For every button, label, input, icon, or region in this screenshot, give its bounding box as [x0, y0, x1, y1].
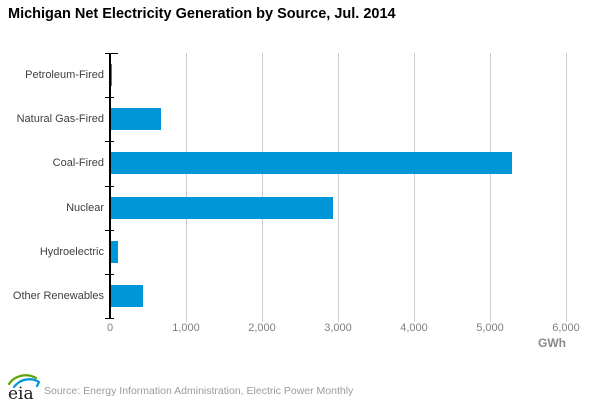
x-tick-label: 3,000	[324, 322, 352, 334]
bar	[111, 108, 161, 130]
footer: eia Source: Energy Information Administr…	[0, 370, 608, 405]
x-tick-label: 0	[106, 322, 114, 334]
x-tick-label: 5,000	[476, 322, 504, 334]
source-text: Source: Energy Information Administratio…	[44, 385, 354, 397]
bar	[111, 197, 333, 219]
x-tick-label: 6,000	[552, 322, 580, 334]
x-tick-label: 2,000	[248, 322, 276, 334]
y-axis-tick	[105, 230, 114, 231]
eia-logo-blue-arc	[12, 378, 41, 389]
eia-logo: eia	[7, 374, 41, 402]
gridline	[186, 53, 187, 322]
bar	[111, 152, 512, 174]
category-label: Petroleum-Fired	[25, 69, 104, 81]
y-axis-line	[109, 53, 111, 318]
x-tick-label: 1,000	[172, 322, 200, 334]
category-label: Other Renewables	[12, 290, 104, 302]
eia-logo-green-arc	[7, 374, 38, 386]
y-axis-tick	[105, 97, 114, 98]
gridline	[566, 53, 567, 322]
bar	[111, 241, 118, 263]
category-label: Natural Gas-Fired	[16, 113, 104, 125]
x-axis-unit-label: GWh	[538, 336, 566, 350]
category-label: Nuclear	[66, 202, 104, 214]
category-label: Hydroelectric	[39, 246, 104, 258]
y-axis-tick	[105, 141, 114, 142]
y-axis-tick	[105, 186, 114, 187]
y-axis-tick	[105, 274, 114, 275]
gridline	[338, 53, 339, 322]
bar	[111, 64, 112, 86]
gridline	[490, 53, 491, 322]
chart-title: Michigan Net Electricity Generation by S…	[8, 6, 396, 22]
eia-logo-text: eia	[8, 384, 34, 402]
y-axis-tick	[105, 318, 114, 319]
x-tick-label: 4,000	[400, 322, 428, 334]
category-label: Coal-Fired	[52, 157, 104, 169]
gridline	[262, 53, 263, 322]
bar	[111, 285, 143, 307]
y-axis-tick	[105, 53, 114, 54]
gridline	[414, 53, 415, 322]
